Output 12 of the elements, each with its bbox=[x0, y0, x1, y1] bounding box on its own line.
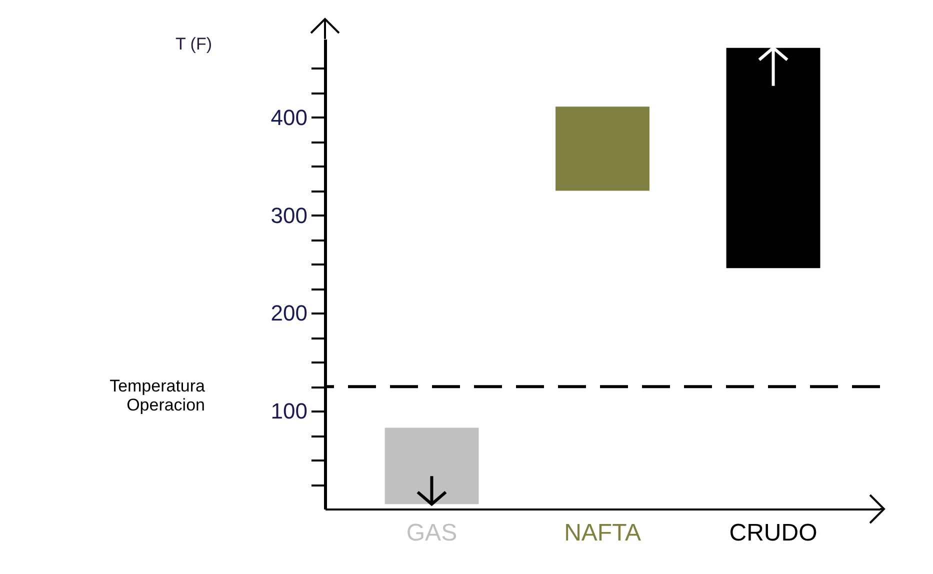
x-tick-label: CRUDO bbox=[729, 520, 818, 546]
y-tick-label: 300 bbox=[270, 202, 308, 228]
x-tick-label: NAFTA bbox=[564, 520, 641, 546]
y-tick-label: 200 bbox=[270, 300, 308, 326]
y-tick-label: 400 bbox=[270, 104, 308, 130]
y-axis-title: T (F) bbox=[176, 34, 212, 54]
bar bbox=[384, 428, 479, 504]
ref-line-label: Temperatura Operacion bbox=[110, 376, 206, 415]
bar bbox=[726, 48, 820, 268]
y-tick-label: 100 bbox=[270, 398, 308, 424]
bar bbox=[556, 106, 650, 191]
x-tick-label: GAS bbox=[406, 520, 458, 546]
